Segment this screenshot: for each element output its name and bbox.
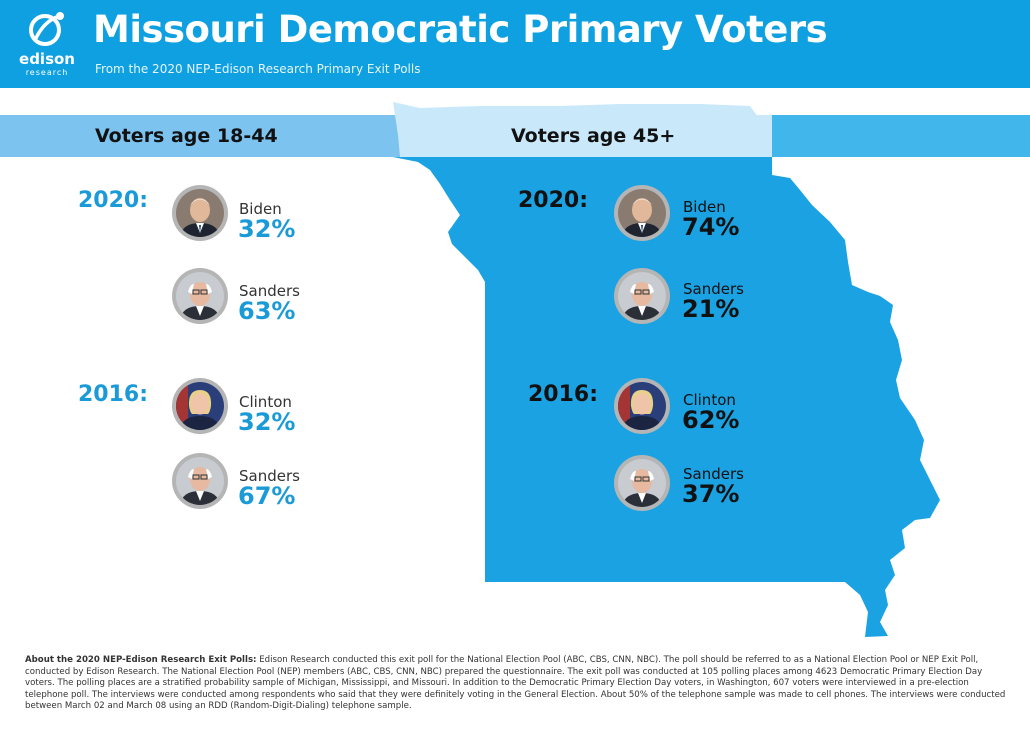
sanders-portrait-icon bbox=[176, 457, 224, 505]
footnote-body: Edison Research conducted this exit poll… bbox=[25, 655, 1006, 711]
avatar bbox=[614, 185, 670, 241]
year-label: 2020: bbox=[518, 188, 589, 213]
header-banner: edison research Missouri Democratic Prim… bbox=[0, 0, 1030, 88]
candidate-name: Clinton bbox=[683, 391, 736, 409]
candidate-percent: 21% bbox=[682, 295, 740, 323]
candidate-percent: 74% bbox=[682, 213, 740, 241]
avatar bbox=[614, 268, 670, 324]
avatar bbox=[172, 185, 228, 241]
edison-logo-icon bbox=[29, 12, 64, 46]
methodology-footnote: About the 2020 NEP-Edison Research Exit … bbox=[25, 655, 1010, 713]
clinton-portrait-icon bbox=[176, 382, 224, 430]
candidate-percent: 67% bbox=[238, 482, 296, 510]
candidate-percent: 32% bbox=[238, 408, 296, 436]
biden-portrait-icon bbox=[618, 189, 666, 237]
year-label: 2016: bbox=[78, 382, 149, 407]
clinton-portrait-icon bbox=[618, 382, 666, 430]
candidate-percent: 63% bbox=[238, 297, 296, 325]
footnote-heading: About the 2020 NEP-Edison Research Exit … bbox=[25, 655, 257, 665]
candidate-name: Sanders bbox=[239, 467, 300, 485]
candidate-percent: 32% bbox=[238, 215, 296, 243]
logo-subtext: research bbox=[25, 68, 69, 77]
left-column-bar bbox=[0, 115, 400, 157]
avatar bbox=[172, 378, 228, 434]
biden-portrait-icon bbox=[176, 189, 224, 237]
candidate-percent: 62% bbox=[682, 406, 740, 434]
year-label: 2016: bbox=[528, 382, 599, 407]
sanders-portrait-icon bbox=[618, 459, 666, 507]
avatar bbox=[614, 455, 670, 511]
right-column-title: Voters age 45+ bbox=[511, 125, 676, 147]
left-column-title: Voters age 18-44 bbox=[95, 125, 278, 147]
avatar bbox=[614, 378, 670, 434]
avatar bbox=[172, 453, 228, 509]
year-label: 2020: bbox=[78, 188, 149, 213]
logo-wordmark: edison bbox=[19, 50, 75, 68]
sanders-portrait-icon bbox=[176, 272, 224, 320]
candidate-name: Clinton bbox=[239, 393, 292, 411]
candidate-name: Biden bbox=[683, 198, 726, 216]
sanders-portrait-icon bbox=[618, 272, 666, 320]
candidate-name: Sanders bbox=[683, 465, 744, 483]
right-column-bar bbox=[772, 115, 1030, 157]
page-subtitle: From the 2020 NEP-Edison Research Primar… bbox=[95, 62, 421, 76]
candidate-percent: 37% bbox=[682, 480, 740, 508]
edison-logo: edison research bbox=[14, 8, 80, 82]
page-title: Missouri Democratic Primary Voters bbox=[93, 8, 828, 51]
avatar bbox=[172, 268, 228, 324]
candidate-name: Sanders bbox=[239, 282, 300, 300]
candidate-name: Biden bbox=[239, 200, 282, 218]
candidate-name: Sanders bbox=[683, 280, 744, 298]
